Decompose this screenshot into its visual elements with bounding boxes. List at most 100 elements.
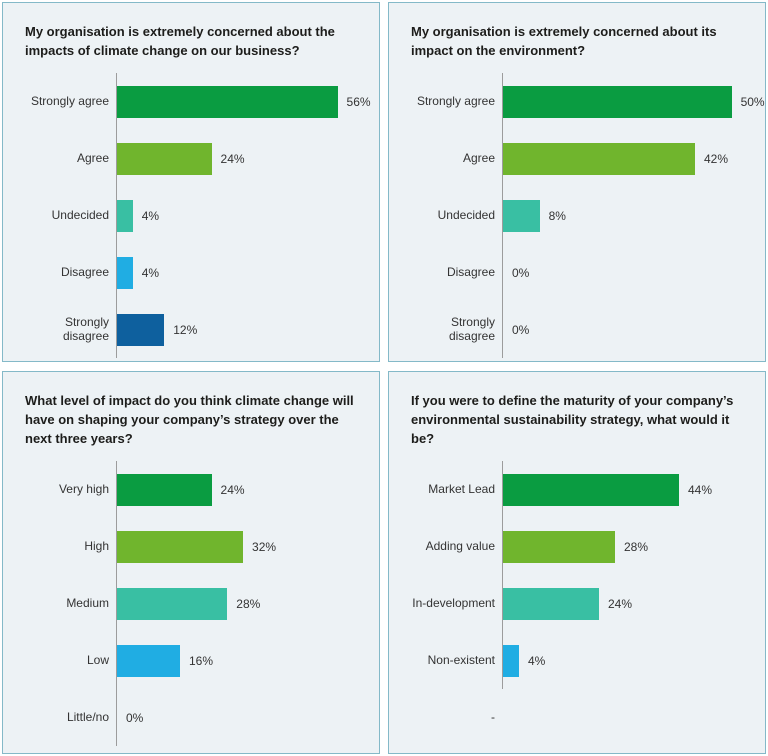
category-label: Low xyxy=(86,652,109,667)
value-label: 12% xyxy=(173,322,198,337)
bar-track: 8% xyxy=(502,187,759,244)
bar-rows: Very high 24% High 32% Medium 28% Low 16% Little… xyxy=(21,461,373,746)
category-label: Strongly agree xyxy=(30,93,109,108)
value-label: 42% xyxy=(704,151,729,166)
chart-title: My organisation is extremely concerned a… xyxy=(25,24,335,58)
category-label: Agree xyxy=(462,150,495,165)
bar-row: Strongly disagree 12% xyxy=(21,301,373,358)
category-label: Undecided xyxy=(437,207,495,222)
value-label: 28% xyxy=(236,596,261,611)
category-label: Little/no xyxy=(66,709,109,724)
chart-panel-strategy-maturity: If you were to define the maturity of yo… xyxy=(388,371,766,754)
bar-track: 0% xyxy=(502,301,759,358)
value-label: 24% xyxy=(608,596,633,611)
bar-row: Disagree 0% xyxy=(407,244,759,301)
bar-track: 42% xyxy=(502,130,759,187)
bar-row: Undecided 8% xyxy=(407,187,759,244)
bar xyxy=(503,587,599,620)
bar-row: Undecided 4% xyxy=(21,187,373,244)
bar-rows: Strongly agree 50% Agree 42% Undecided 8% Disa… xyxy=(407,73,765,358)
bar xyxy=(117,256,133,289)
bar-row: - xyxy=(407,689,759,746)
category-label: Disagree xyxy=(446,264,495,279)
category-label: Non-existent xyxy=(427,652,495,667)
bar-track: 32% xyxy=(116,518,373,575)
value-label: 4% xyxy=(528,653,546,668)
bar-row: Market Lead 44% xyxy=(407,461,759,518)
bar-track: 4% xyxy=(116,244,373,301)
chart-title: If you were to define the maturity of yo… xyxy=(411,393,734,446)
bar xyxy=(503,142,695,175)
value-label: 4% xyxy=(141,208,160,223)
bar xyxy=(117,313,165,346)
chart-panel-strategy-impact-level: What level of impact do you think climat… xyxy=(2,371,380,754)
value-label: 56% xyxy=(346,94,371,109)
bar xyxy=(117,473,212,506)
value-label: 24% xyxy=(220,151,245,166)
chart-title: My organisation is extremely concerned a… xyxy=(411,24,717,58)
value-label: 50% xyxy=(740,94,765,109)
bar-track: 56% xyxy=(116,73,373,130)
category-label: Strongly agree xyxy=(416,93,495,108)
value-label: 28% xyxy=(624,539,649,554)
category-label: High xyxy=(84,538,109,553)
value-label: 4% xyxy=(141,265,160,280)
bar-track: 24% xyxy=(116,130,373,187)
bar-row: Strongly disagree 0% xyxy=(407,301,759,358)
bar-row: Non-existent 4% xyxy=(407,632,759,689)
bar-row: In-development 24% xyxy=(407,575,759,632)
category-label: Disagree xyxy=(60,264,109,279)
bar xyxy=(117,85,338,118)
category-label: Medium xyxy=(66,595,109,610)
bar-track xyxy=(502,689,759,746)
chart-panel-business-impact: My organisation is extremely concerned a… xyxy=(2,2,380,362)
bar-track: 0% xyxy=(502,244,759,301)
bar xyxy=(117,644,180,677)
chart-panel-environment-impact: My organisation is extremely concerned a… xyxy=(388,2,766,362)
bar-row: Low 16% xyxy=(21,632,373,689)
category-label: Market Lead xyxy=(428,481,495,496)
bar-rows: Market Lead 44% Adding value 28% In-developm… xyxy=(407,461,759,746)
category-label: Adding value xyxy=(425,538,495,553)
bar-track: 50% xyxy=(502,73,765,130)
value-label: 44% xyxy=(688,482,713,497)
category-label: Undecided xyxy=(51,207,109,222)
bar-row: Adding value 28% xyxy=(407,518,759,575)
bar-row: Strongly agree 50% xyxy=(407,73,765,130)
bar-rows: Strongly agree 56% Agree 24% Undecided 4% Disa… xyxy=(21,73,373,358)
bar xyxy=(117,142,212,175)
chart-title: What level of impact do you think climat… xyxy=(25,393,354,446)
bar-track: 16% xyxy=(116,632,373,689)
bar-track: 28% xyxy=(116,575,373,632)
bar-row: Very high 24% xyxy=(21,461,373,518)
bar-row: Agree 24% xyxy=(21,130,373,187)
value-label: 8% xyxy=(548,208,566,223)
value-label: 0% xyxy=(512,322,530,337)
bar-track: 12% xyxy=(116,301,373,358)
category-label: Agree xyxy=(76,150,109,165)
value-label: 32% xyxy=(252,539,277,554)
category-label: In-development xyxy=(412,595,495,610)
category-label: Strongly disagree xyxy=(62,315,109,343)
bar-track: 0% xyxy=(116,689,373,746)
bar xyxy=(503,85,732,118)
category-label: - xyxy=(491,709,495,724)
bar xyxy=(503,199,540,232)
bar-row: Little/no 0% xyxy=(21,689,373,746)
bar xyxy=(117,199,133,232)
bar-row: Medium 28% xyxy=(21,575,373,632)
value-label: 0% xyxy=(126,710,144,725)
value-label: 24% xyxy=(220,482,245,497)
value-label: 0% xyxy=(512,265,530,280)
bar xyxy=(503,644,519,677)
value-label: 16% xyxy=(189,653,214,668)
bar-row: Disagree 4% xyxy=(21,244,373,301)
bar xyxy=(117,587,228,620)
bar xyxy=(117,530,244,563)
bar-track: 24% xyxy=(116,461,373,518)
bar-track: 28% xyxy=(502,518,759,575)
bar-track: 44% xyxy=(502,461,759,518)
bar-row: Agree 42% xyxy=(407,130,759,187)
